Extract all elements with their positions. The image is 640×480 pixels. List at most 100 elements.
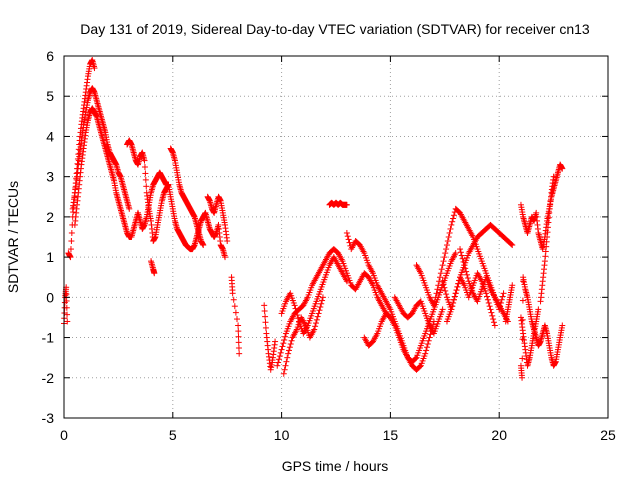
data-point bbox=[317, 303, 324, 310]
data-point bbox=[500, 290, 507, 297]
data-point bbox=[461, 262, 468, 269]
axis-ticks bbox=[63, 55, 609, 419]
data-point bbox=[441, 284, 448, 291]
x-tick-label: 0 bbox=[60, 427, 68, 443]
data-point bbox=[520, 278, 527, 285]
data-point bbox=[463, 271, 470, 278]
data-point bbox=[484, 293, 491, 300]
data-point bbox=[261, 308, 268, 315]
data-point bbox=[233, 316, 240, 323]
data-point bbox=[276, 353, 283, 360]
data-point bbox=[292, 305, 299, 312]
data-point bbox=[450, 299, 457, 306]
data-point bbox=[490, 319, 497, 326]
y-tick-label: 3 bbox=[46, 169, 54, 185]
data-point bbox=[453, 287, 460, 294]
data-point bbox=[432, 294, 439, 301]
data-point bbox=[262, 313, 269, 320]
data-point bbox=[483, 290, 490, 297]
data-point bbox=[143, 183, 150, 190]
data-point bbox=[457, 246, 464, 253]
y-tick-label: 4 bbox=[46, 128, 54, 144]
data-point bbox=[141, 157, 148, 164]
data-point bbox=[484, 296, 491, 303]
data-point bbox=[519, 297, 526, 304]
data-point bbox=[222, 254, 229, 261]
data-point bbox=[142, 170, 149, 177]
data-point bbox=[313, 316, 320, 323]
data-point bbox=[519, 336, 526, 343]
data-point bbox=[440, 281, 447, 288]
chart-title: Day 131 of 2019, Sidereal Day-to-day VTE… bbox=[80, 21, 590, 37]
y-tick-label: -2 bbox=[42, 370, 55, 386]
data-point bbox=[63, 304, 70, 311]
data-point bbox=[293, 308, 300, 315]
y-tick-label: 5 bbox=[46, 88, 54, 104]
data-point bbox=[449, 218, 456, 225]
data-point bbox=[550, 173, 557, 180]
data-point bbox=[459, 255, 466, 262]
data-point bbox=[275, 356, 282, 363]
data-point bbox=[462, 265, 469, 272]
data-point bbox=[235, 333, 242, 340]
data-point bbox=[281, 366, 288, 373]
data-point bbox=[451, 293, 458, 300]
y-tick-label: 6 bbox=[46, 48, 54, 64]
data-point bbox=[443, 242, 450, 249]
data-point bbox=[439, 306, 446, 313]
data-point bbox=[498, 296, 505, 303]
data-point bbox=[126, 205, 133, 212]
data-point bbox=[64, 318, 71, 325]
data-point bbox=[288, 337, 295, 344]
data-point bbox=[452, 250, 459, 257]
x-tick-label: 20 bbox=[491, 427, 507, 443]
data-point bbox=[425, 337, 432, 344]
data-point bbox=[294, 312, 301, 319]
data-points bbox=[61, 57, 566, 381]
y-tick-label: -1 bbox=[42, 330, 55, 346]
data-point bbox=[345, 236, 352, 243]
data-point bbox=[455, 280, 462, 287]
data-point bbox=[91, 65, 98, 72]
data-point bbox=[285, 347, 292, 354]
data-point bbox=[235, 345, 242, 352]
data-point bbox=[141, 164, 148, 171]
plot-frame bbox=[63, 55, 609, 419]
data-point bbox=[519, 316, 526, 323]
x-tick-label: 10 bbox=[274, 427, 290, 443]
data-point bbox=[463, 268, 470, 275]
data-point bbox=[285, 350, 292, 357]
data-point bbox=[64, 311, 71, 318]
data-point bbox=[438, 266, 445, 273]
y-axis-label: SDTVAR / TECUs bbox=[5, 181, 21, 293]
data-point bbox=[448, 221, 455, 228]
data-point bbox=[68, 238, 75, 245]
data-point bbox=[460, 258, 467, 265]
data-point bbox=[487, 306, 494, 313]
y-axis-tick-labels: -3 -2 -1 0 1 2 3 4 5 6 bbox=[42, 48, 55, 426]
data-point bbox=[230, 296, 237, 303]
data-point bbox=[416, 363, 423, 370]
x-tick-label: 5 bbox=[169, 427, 177, 443]
data-point bbox=[559, 165, 566, 172]
data-point bbox=[440, 258, 447, 265]
data-point bbox=[509, 242, 516, 249]
data-point bbox=[287, 340, 294, 347]
data-point bbox=[488, 309, 495, 316]
data-point bbox=[235, 339, 242, 346]
data-point bbox=[449, 303, 456, 310]
data-point bbox=[272, 338, 279, 345]
data-point bbox=[316, 307, 323, 314]
data-point bbox=[433, 290, 440, 297]
x-axis-tick-labels: 0 5 10 15 20 25 bbox=[60, 427, 616, 443]
data-point bbox=[284, 354, 291, 361]
data-point bbox=[151, 270, 158, 277]
data-point bbox=[63, 297, 70, 304]
data-point bbox=[261, 302, 268, 309]
data-point bbox=[439, 278, 446, 285]
data-point bbox=[344, 233, 351, 240]
data-point bbox=[491, 322, 498, 329]
y-tick-label: 0 bbox=[46, 289, 54, 305]
y-tick-label: 1 bbox=[46, 249, 54, 265]
